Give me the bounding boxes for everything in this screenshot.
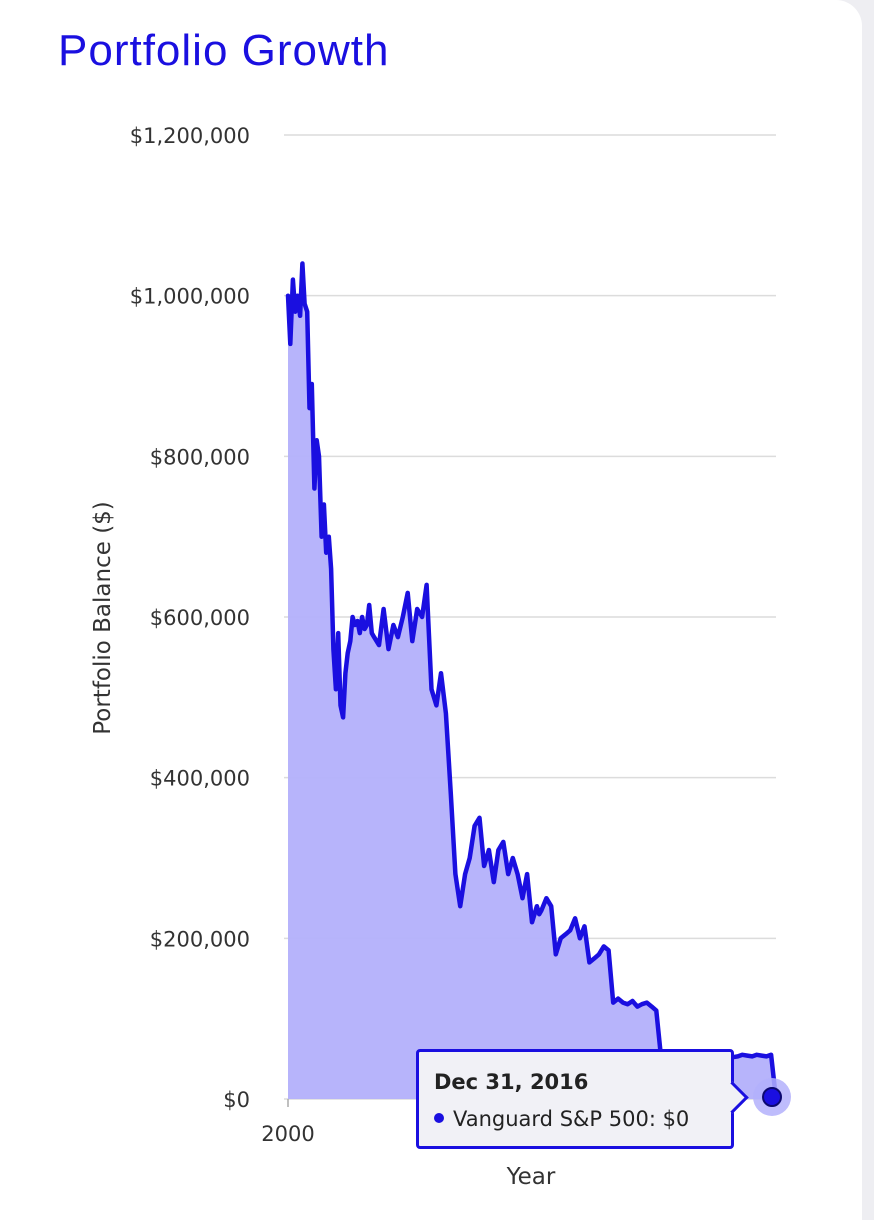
tooltip-series-row: Vanguard S&P 500: $0 [434, 1107, 689, 1131]
chart-title: Portfolio Growth [58, 26, 390, 75]
data-tooltip: Dec 31, 2016 Vanguard S&P 500: $0 [416, 1049, 749, 1149]
y-axis-title: Portfolio Balance ($) [90, 501, 116, 735]
y-tick-label: $200,000 [150, 927, 250, 951]
y-axis-ticks: $0 $200,000 $400,000 $600,000 $800,000 $1,000… [130, 124, 250, 1112]
data-point-marker[interactable] [762, 1087, 782, 1107]
hover-marker[interactable] [753, 1078, 791, 1116]
x-axis-title: Year [506, 1164, 556, 1190]
x-tick-label: 2000 [261, 1122, 314, 1146]
y-tick-label: $1,200,000 [130, 124, 250, 148]
y-tick-label: $0 [223, 1088, 250, 1112]
y-tick-label: $800,000 [150, 445, 250, 469]
series-area [288, 263, 776, 1099]
tooltip-series-label: Vanguard S&P 500: $0 [453, 1107, 690, 1131]
y-tick-label: $1,000,000 [130, 285, 250, 309]
y-tick-label: $600,000 [150, 606, 250, 630]
series-dot-icon [434, 1113, 444, 1123]
y-tick-label: $400,000 [150, 767, 250, 791]
tooltip-date: Dec 31, 2016 [434, 1070, 589, 1094]
area-layer [288, 263, 776, 1099]
